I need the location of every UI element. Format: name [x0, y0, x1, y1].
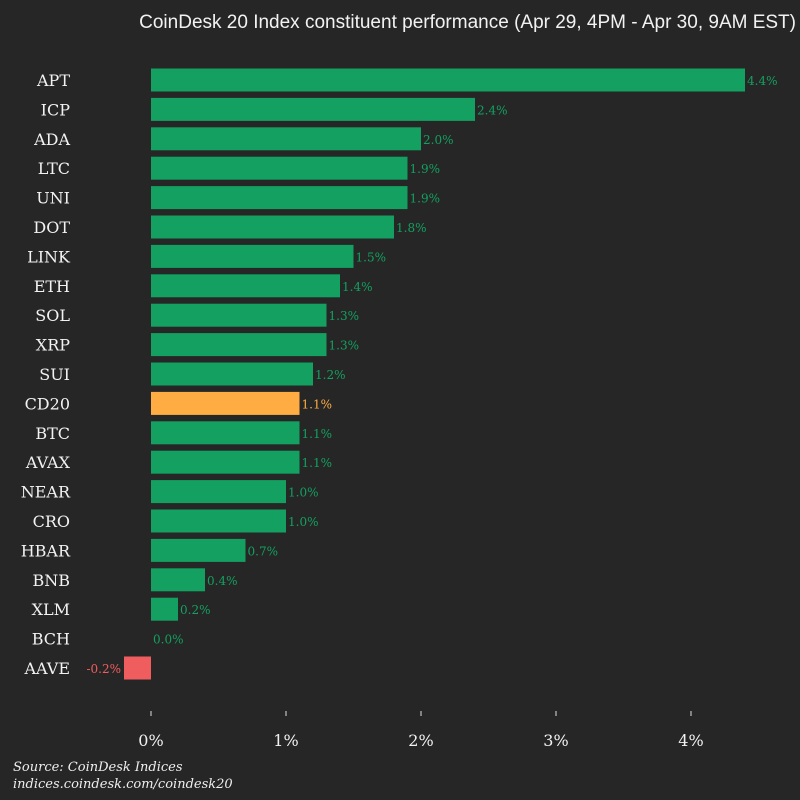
x-tick-label: 4% — [678, 731, 703, 750]
bar-avax — [151, 450, 300, 474]
category-label: DOT — [33, 218, 70, 237]
bar-link — [151, 244, 354, 268]
value-label: 1.9% — [410, 192, 441, 206]
bar-eth — [151, 274, 340, 298]
category-label: AAVE — [23, 659, 70, 678]
category-label: CRO — [33, 512, 70, 531]
bar-hbar — [151, 538, 246, 562]
value-label: 1.5% — [356, 250, 387, 264]
value-label: 1.4% — [342, 280, 373, 294]
category-label: BNB — [32, 571, 70, 590]
value-label: 0.4% — [207, 574, 238, 588]
value-label: 1.9% — [410, 162, 441, 176]
bar-apt — [151, 68, 745, 92]
category-label: AVAX — [25, 453, 71, 472]
category-label: NEAR — [21, 483, 71, 502]
value-label: 0.7% — [248, 544, 279, 558]
bar-btc — [151, 421, 300, 445]
category-label: ETH — [34, 277, 70, 296]
x-tick-label: 0% — [138, 731, 163, 750]
category-label: XLM — [32, 600, 70, 619]
bar-icp — [151, 97, 475, 121]
bar-xlm — [151, 597, 178, 621]
category-label: SUI — [39, 365, 70, 384]
value-label: 1.1% — [302, 427, 333, 441]
category-label: SOL — [35, 306, 70, 325]
bar-ada — [151, 127, 421, 151]
category-label: BCH — [32, 630, 70, 649]
x-tick-label: 3% — [543, 731, 568, 750]
value-label: 1.1% — [302, 397, 333, 411]
category-label: LINK — [27, 247, 71, 266]
bar-dot — [151, 215, 394, 239]
value-label: 1.3% — [329, 309, 360, 323]
value-label: -0.2% — [86, 662, 121, 676]
value-label: 1.0% — [288, 515, 319, 529]
x-tick-label: 2% — [408, 731, 433, 750]
value-label: 1.0% — [288, 486, 319, 500]
value-label: 2.0% — [423, 133, 454, 147]
category-label: HBAR — [21, 541, 71, 560]
bar-ltc — [151, 156, 408, 180]
value-label: 4.4% — [747, 74, 778, 88]
category-label: ADA — [33, 130, 70, 149]
value-label: 0.2% — [180, 603, 211, 617]
value-label: 1.8% — [396, 221, 427, 235]
bar-cd20 — [151, 391, 300, 415]
bar-cro — [151, 509, 286, 533]
value-label: 0.0% — [153, 633, 184, 647]
value-label: 1.2% — [315, 368, 346, 382]
bar-near — [151, 480, 286, 504]
category-label: ICP — [41, 100, 71, 119]
category-label: APT — [36, 71, 70, 90]
x-tick-label: 1% — [273, 731, 298, 750]
value-label: 2.4% — [477, 103, 508, 117]
category-label: CD20 — [25, 394, 70, 413]
value-label: 1.3% — [329, 339, 360, 353]
bar-sol — [151, 303, 327, 327]
value-label: 1.1% — [302, 456, 333, 470]
category-label: UNI — [36, 189, 70, 208]
category-label: BTC — [35, 424, 70, 443]
bar-aave — [124, 656, 151, 680]
chart-title: CoinDesk 20 Index constituent performanc… — [139, 12, 796, 33]
category-label: LTC — [38, 159, 70, 178]
source-url[interactable]: indices.coindesk.com/coindesk20 — [13, 777, 233, 792]
bar-xrp — [151, 333, 327, 357]
bar-uni — [151, 186, 408, 210]
bar-bnb — [151, 568, 205, 592]
category-label: XRP — [36, 336, 70, 355]
bar-sui — [151, 362, 313, 386]
source-note: Source: CoinDesk Indices — [13, 760, 183, 775]
